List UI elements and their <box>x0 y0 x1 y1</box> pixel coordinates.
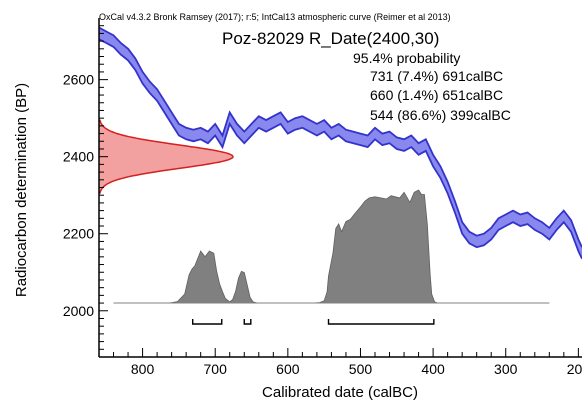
y-axis-title: Radiocarbon determination (BP) <box>13 83 30 297</box>
x-axis-title: Calibrated date (calBC) <box>262 384 418 401</box>
calibrated-distribution-area <box>113 189 550 304</box>
y-tick-label: 2200 <box>63 226 94 242</box>
chart-title: Poz-82029 R_Date(2400,30) <box>222 29 439 48</box>
range-bracket-1 <box>191 319 223 325</box>
y-tick-label: 2600 <box>63 72 94 88</box>
text-layer: OxCal v4.3.2 Bronk Ramsey (2017); r:5; I… <box>13 12 511 401</box>
range-label-3: 544 (86.6%) 399calBC <box>370 107 511 123</box>
y-tick-label: 2400 <box>63 149 94 165</box>
x-tick-label: 800 <box>131 361 155 377</box>
y-tick-label: 2000 <box>63 303 94 319</box>
radiocarbon-distribution-line <box>99 119 234 194</box>
calibration-curve-upper <box>99 26 582 248</box>
plot-area <box>99 26 582 325</box>
software-header: OxCal v4.3.2 Bronk Ramsey (2017); r:5; I… <box>99 12 451 22</box>
x-tick-label: 600 <box>276 361 300 377</box>
range-label-2: 660 (1.4%) 651calBC <box>370 87 503 103</box>
x-tick-label: 400 <box>421 361 445 377</box>
range-bracket-3 <box>327 319 435 325</box>
x-tick-label: 200 <box>567 361 582 377</box>
x-tick-label: 700 <box>204 361 228 377</box>
calibration-curve-lower <box>99 38 582 260</box>
range-label-1: 731 (7.4%) 691calBC <box>370 68 503 84</box>
plot-data-layer <box>99 26 582 325</box>
axes-layer: 800 700 600 500 400 300 200 2000 2200 2400 2600 <box>63 18 582 377</box>
probability-heading: 95.4% probability <box>353 50 460 66</box>
range-bracket-2 <box>243 319 252 325</box>
x-tick-label: 500 <box>349 361 373 377</box>
x-tick-label: 300 <box>494 361 518 377</box>
